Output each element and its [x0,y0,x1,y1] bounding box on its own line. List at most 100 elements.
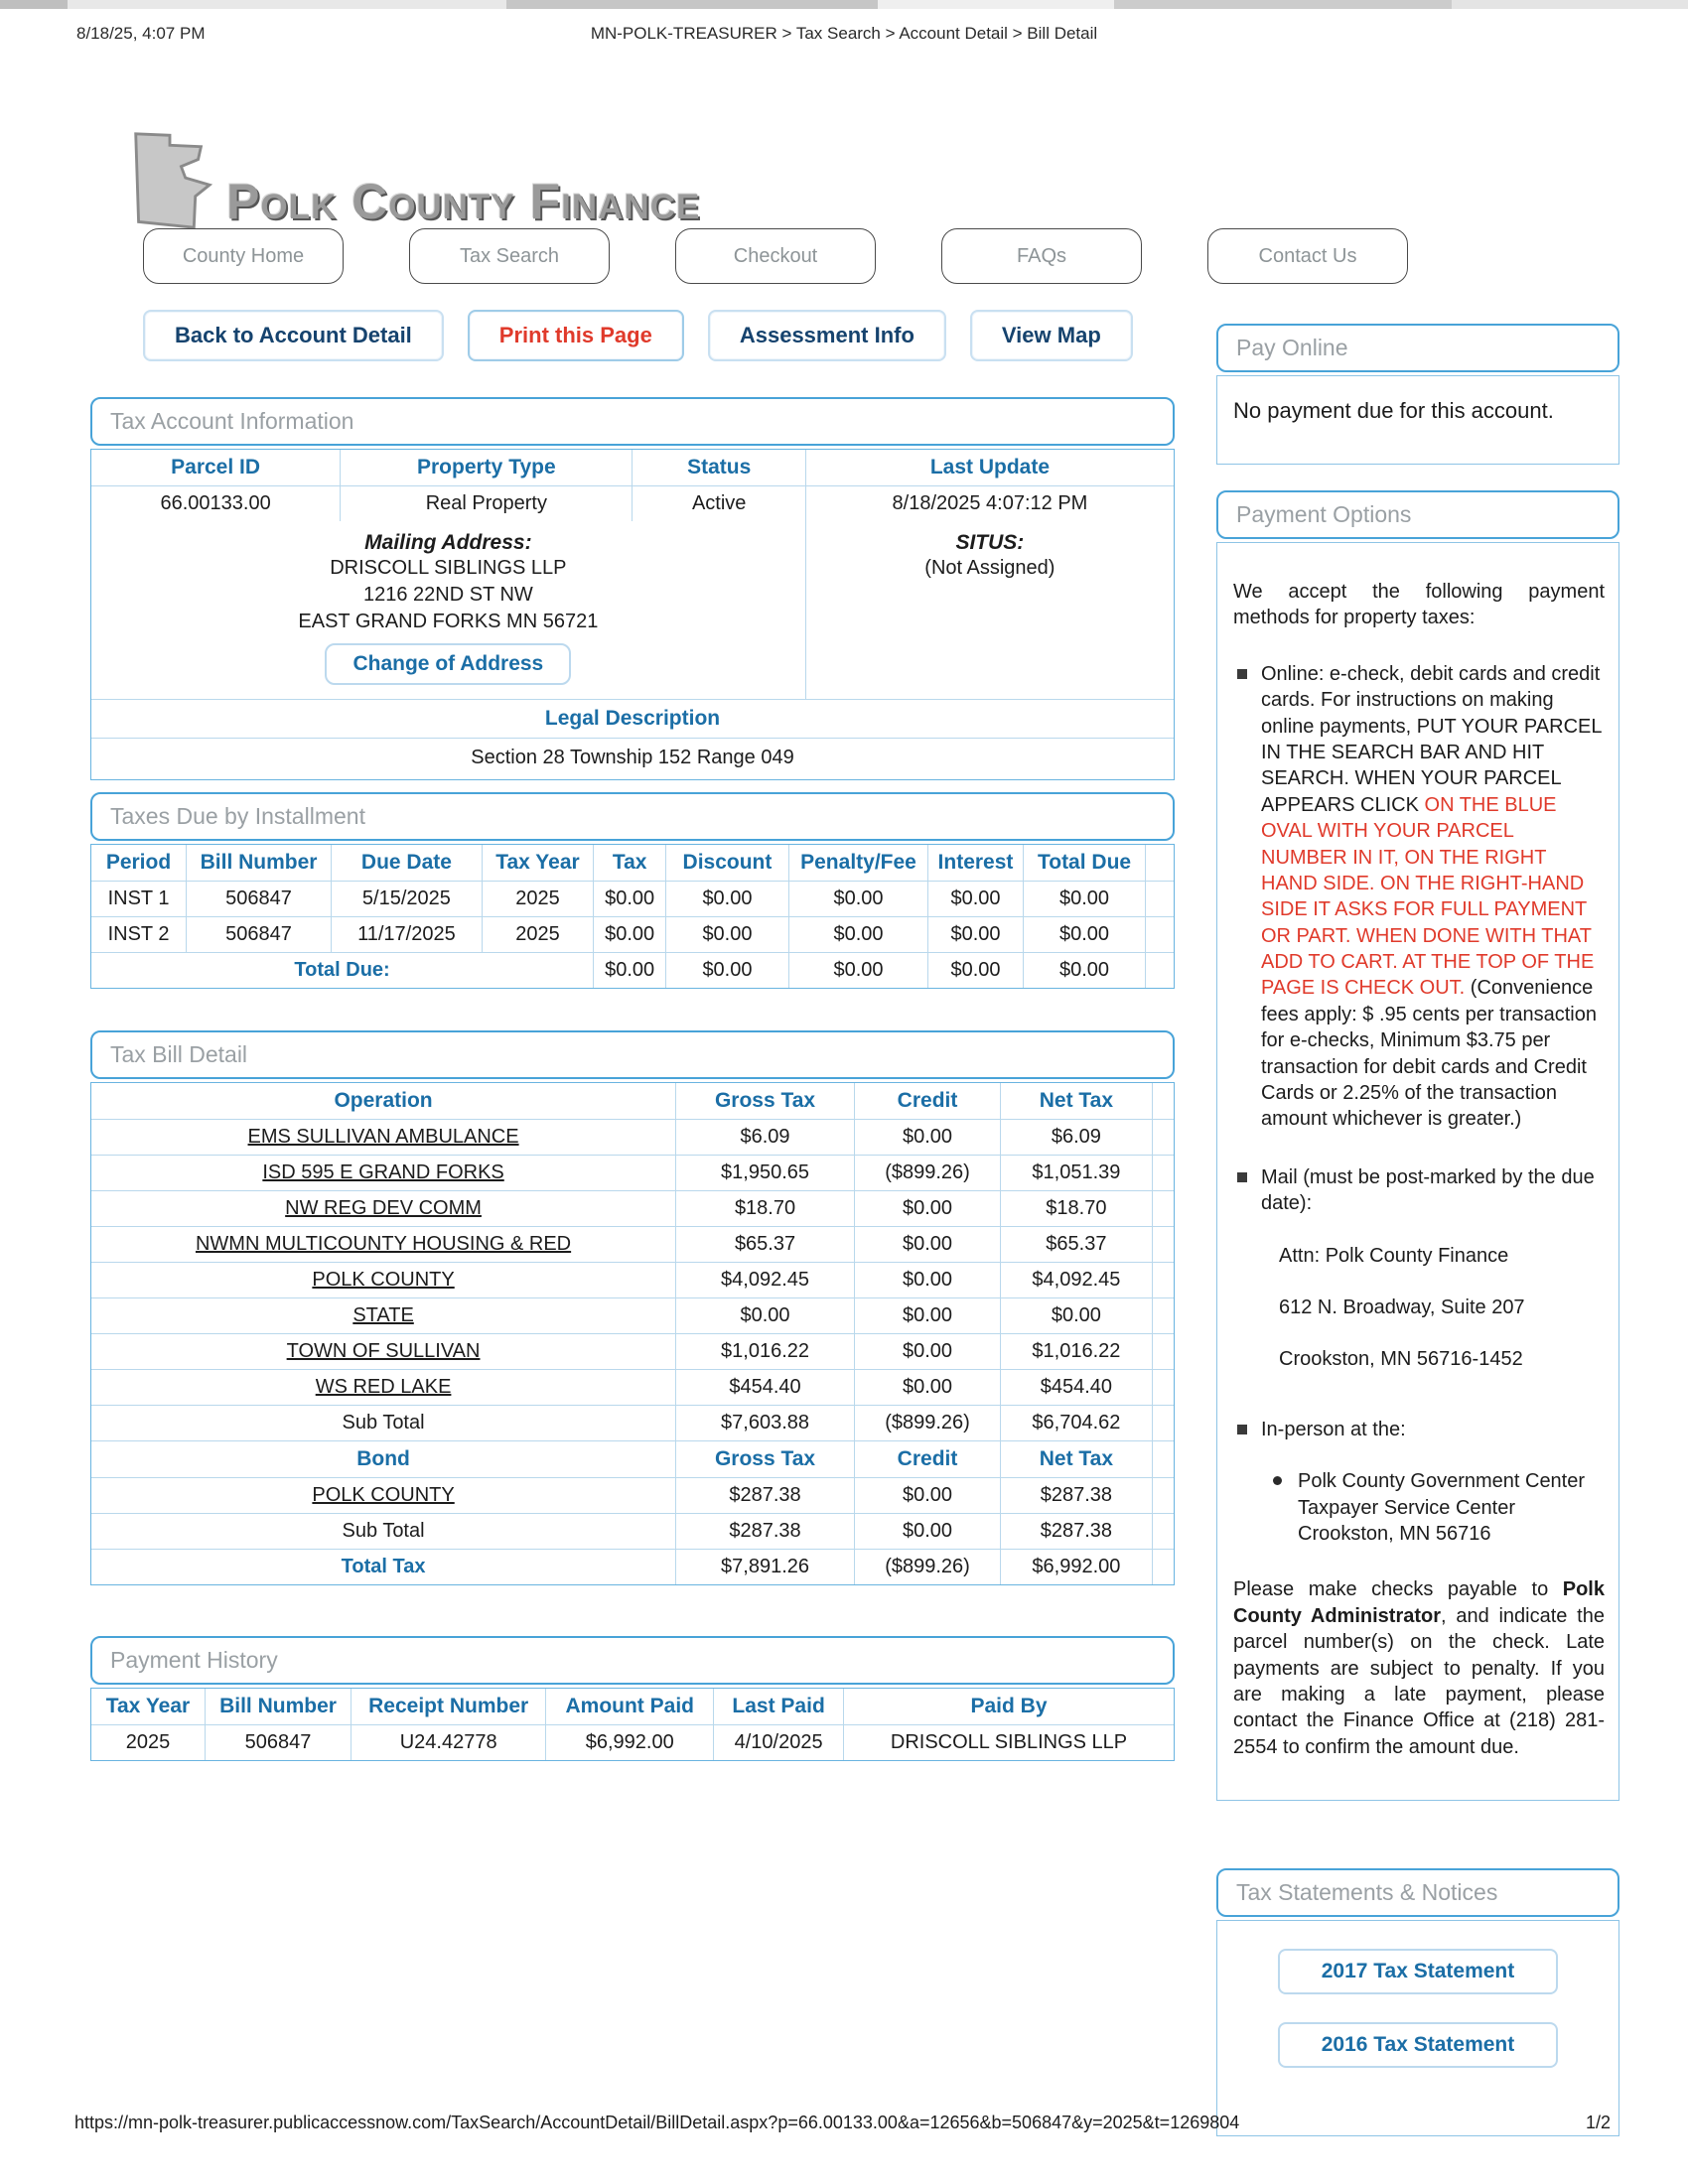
gross-tax-cell: $4,092.45 [675,1262,855,1298]
print-this-page-button[interactable]: Print this Page [467,310,684,361]
mail-address-line: Attn: Polk County Finance [1279,1244,1509,1267]
mailing-address-line: EAST GRAND FORKS MN 56721 [298,611,599,632]
installment-row: INST 2 506847 11/17/2025 2025 $0.00 $0.0… [91,916,1174,953]
operation-link[interactable]: NWMN MULTICOUNTY HOUSING & RED [195,1233,572,1255]
inst1-discount: $0.00 [665,881,789,917]
situs-block: SITUS: (Not Assigned) [804,521,1174,699]
row-spacer [1151,1369,1174,1406]
ph-header-tax-year: Tax Year [91,1689,206,1725]
in-person-line: Taxpayer Service Center [1298,1496,1515,1519]
inst1-bill-number: 506847 [185,881,333,917]
inst2-due-date: 11/17/2025 [331,916,483,953]
address-section: Mailing Address: DRISCOLL SIBLINGS LLP 1… [91,521,1174,700]
nav-faqs[interactable]: FAQs [941,228,1142,284]
inst1-total-due: $0.00 [1022,881,1147,917]
tax-statements-panel-title: Tax Statements & Notices [1216,1868,1619,1917]
inst-header-due-date: Due Date [331,845,483,882]
payment-history-panel-title: Payment History [90,1636,1175,1685]
ph-bill-number: 506847 [204,1724,352,1760]
operation-link[interactable]: ISD 595 E GRAND FORKS [262,1161,504,1183]
checks-payee: Polk County Administrator [1233,1578,1605,1627]
column-header-property-type: Property Type [340,450,633,486]
ph-header-last-paid: Last Paid [713,1689,844,1725]
net-tax-cell: $1,051.39 [1000,1155,1153,1191]
gross-tax-cell: $6.09 [675,1119,855,1156]
subtotal-label: Sub Total [91,1405,677,1441]
subtotal-gross: $7,603.88 [675,1405,855,1441]
bond-header-row: Bond Gross Tax Credit Net Tax [91,1440,1174,1478]
nav-tax-search[interactable]: Tax Search [409,228,610,284]
total-tax: $0.00 [593,952,667,988]
mailing-address-line: DRISCOLL SIBLINGS LLP [330,557,567,579]
operation-link[interactable]: NW REG DEV COMM [285,1197,482,1219]
inst2-discount: $0.00 [665,916,789,953]
operation-row: NWMN MULTICOUNTY HOUSING & RED $65.37 $0… [91,1226,1174,1263]
tax-account-panel-title: Tax Account Information [90,397,1175,446]
inst-header-penalty-fee: Penalty/Fee [787,845,929,882]
net-tax-cell: $18.70 [1000,1190,1153,1227]
payment-options-intro: We accept the following payment methods … [1233,581,1605,629]
tax-account-panel-body: Parcel ID Property Type Status Last Upda… [90,449,1175,780]
bill-header-credit: Credit [853,1083,1002,1120]
payment-options-panel-title: Payment Options [1216,490,1619,539]
bill-header-gross-tax: Gross Tax [675,1083,855,1120]
round-bullet-icon [1273,1476,1282,1486]
gross-tax-cell: $18.70 [675,1190,855,1227]
bond-subtotal-gross: $287.38 [675,1513,855,1550]
bond-row: POLK COUNTY $287.38 $0.00 $287.38 [91,1477,1174,1514]
inst-header-bill-number: Bill Number [185,845,333,882]
change-of-address-button[interactable]: Change of Address [325,643,572,685]
tax-account-row: 66.00133.00 Real Property Active 8/18/20… [91,485,1174,521]
inst-header-period: Period [91,845,187,882]
operation-link[interactable]: EMS SULLIVAN AMBULANCE [247,1126,519,1148]
nav-contact-us[interactable]: Contact Us [1207,228,1408,284]
bond-header-gross-tax: Gross Tax [675,1440,855,1478]
bond-gross: $287.38 [675,1477,855,1514]
credit-cell: $0.00 [853,1369,1002,1406]
operation-link[interactable]: STATE [352,1304,414,1326]
in-person-line: Polk County Government Center [1298,1470,1586,1493]
bill-header-operation: Operation [91,1083,677,1120]
total-tax-net: $6,992.00 [1000,1549,1153,1584]
ph-header-amount-paid: Amount Paid [545,1689,715,1725]
online-text-red: ON THE BLUE OVAL WITH YOUR PARCEL NUMBER… [1261,793,1595,1000]
nav-county-home[interactable]: County Home [143,228,344,284]
installments-table: Period Bill Number Due Date Tax Year Tax… [91,845,1174,988]
operation-link[interactable]: TOWN OF SULLIVAN [286,1340,481,1362]
inst2-tax-year: 2025 [481,916,595,953]
inst2-total-due: $0.00 [1022,916,1147,953]
total-total-due: $0.00 [1022,952,1147,988]
payment-options-panel-body: We accept the following payment methods … [1216,542,1619,1802]
inst2-spacer [1145,916,1174,953]
site-title: Polk County Finance [226,174,701,229]
row-spacer [1151,1262,1174,1298]
inst1-interest: $0.00 [927,881,1024,917]
tax-account-information-panel: Tax Account Information Parcel ID Proper… [90,397,1175,780]
gross-tax-cell: $454.40 [675,1369,855,1406]
operation-link[interactable]: POLK COUNTY [312,1269,455,1291]
online-payment-text: Online: e-check, debit cards and credit … [1261,661,1605,1133]
total-tax-label: Total Tax [91,1549,677,1584]
inst2-interest: $0.00 [927,916,1024,953]
view-map-button[interactable]: View Map [969,310,1133,361]
installments-total-row: Total Due: $0.00 $0.00 $0.00 $0.00 $0.00 [91,952,1174,988]
print-date: 8/18/25, 4:07 PM [76,24,206,43]
tax-account-table: Parcel ID Property Type Status Last Upda… [91,450,1174,521]
main-nav: County Home Tax Search Checkout FAQs Con… [143,228,1408,284]
total-interest: $0.00 [927,952,1024,988]
tax-statement-2016-button[interactable]: 2016 Tax Statement [1278,2022,1558,2068]
bond-subtotal-label: Sub Total [91,1513,677,1550]
payment-history-panel: Payment History Tax Year Bill Number Rec… [90,1636,1175,1761]
operation-link[interactable]: WS RED LAKE [315,1376,452,1398]
inst-header-spacer [1145,845,1174,882]
tax-statements-panel-body: 2017 Tax Statement 2016 Tax Statement [1216,1920,1619,2136]
inst2-penalty-fee: $0.00 [787,916,929,953]
bond-link[interactable]: POLK COUNTY [312,1484,455,1506]
assessment-info-button[interactable]: Assessment Info [707,310,946,361]
row-spacer [1151,1190,1174,1227]
back-to-account-detail-button[interactable]: Back to Account Detail [143,310,444,361]
credit-cell: ($899.26) [853,1155,1002,1191]
tax-statement-2017-button[interactable]: 2017 Tax Statement [1278,1949,1558,1994]
inst1-spacer [1145,881,1174,917]
nav-checkout[interactable]: Checkout [675,228,876,284]
